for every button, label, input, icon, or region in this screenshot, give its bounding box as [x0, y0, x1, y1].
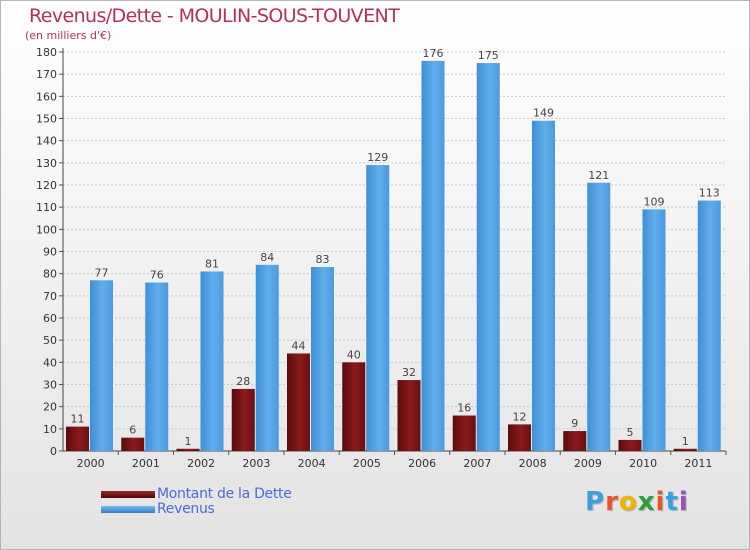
y-tick-label: 50 [43, 334, 57, 347]
value-label-dette: 44 [292, 339, 306, 352]
y-tick-label: 10 [43, 423, 57, 436]
y-tick-label: 40 [43, 356, 57, 369]
x-tick-label: 2005 [353, 457, 381, 470]
bar-revenus[interactable] [532, 121, 555, 451]
y-tick-label: 180 [36, 46, 57, 59]
y-tick-label: 100 [36, 223, 57, 236]
bar-revenus[interactable] [477, 63, 500, 451]
value-label-revenus: 113 [699, 187, 720, 200]
bar-revenus[interactable] [366, 165, 389, 451]
x-tick-label: 2010 [629, 457, 657, 470]
bar-dette[interactable] [398, 380, 421, 451]
y-tick-label: 90 [43, 246, 57, 259]
bar-revenus[interactable] [90, 280, 113, 451]
bar-dette[interactable] [674, 449, 697, 451]
y-tick-label: 30 [43, 379, 57, 392]
bar-dette[interactable] [342, 362, 365, 451]
logo-letter: i [656, 487, 666, 517]
bar-revenus[interactable] [698, 201, 721, 451]
legend-swatch-revenus [101, 506, 155, 513]
value-label-dette: 40 [347, 348, 361, 361]
value-label-revenus: 83 [316, 253, 330, 266]
logo-letter: o [619, 487, 638, 517]
bar-revenus[interactable] [201, 271, 224, 451]
y-tick-label: 0 [50, 445, 57, 458]
value-label-dette: 16 [457, 402, 471, 415]
bar-revenus[interactable] [145, 283, 168, 451]
bar-dette[interactable] [508, 424, 531, 451]
bar-revenus[interactable] [256, 265, 279, 451]
y-tick-label: 80 [43, 268, 57, 281]
bar-dette[interactable] [619, 440, 642, 451]
value-label-revenus: 149 [533, 107, 554, 120]
logo-letter: r [605, 487, 619, 517]
value-label-dette: 12 [513, 410, 527, 423]
value-label-revenus: 109 [644, 195, 665, 208]
x-tick-label: 2006 [408, 457, 436, 470]
bar-revenus[interactable] [311, 267, 334, 451]
x-tick-label: 2008 [519, 457, 547, 470]
x-tick-label: 2009 [574, 457, 602, 470]
y-tick-label: 150 [36, 113, 57, 126]
value-label-dette: 5 [627, 426, 634, 439]
value-label-dette: 1 [185, 435, 192, 448]
bar-dette[interactable] [563, 431, 586, 451]
bar-dette[interactable] [232, 389, 255, 451]
y-tick-label: 170 [36, 68, 57, 81]
value-label-revenus: 121 [588, 169, 609, 182]
y-tick-label: 110 [36, 201, 57, 214]
legend-swatch-dette [101, 491, 155, 498]
logo-letter: i [679, 487, 689, 517]
value-label-revenus: 77 [95, 266, 109, 279]
bar-dette[interactable] [177, 449, 200, 451]
bar-revenus[interactable] [422, 61, 445, 451]
value-label-dette: 32 [402, 366, 416, 379]
y-tick-label: 160 [36, 90, 57, 103]
x-tick-label: 2003 [242, 457, 270, 470]
proxiti-logo[interactable]: Proxiti [585, 487, 689, 517]
y-tick-label: 120 [36, 179, 57, 192]
value-label-dette: 9 [571, 417, 578, 430]
logo-letter: t [665, 487, 678, 517]
legend-label-dette: Montant de la Dette [157, 487, 292, 502]
value-label-revenus: 84 [260, 251, 274, 264]
bar-revenus[interactable] [643, 209, 666, 451]
value-label-revenus: 175 [478, 49, 499, 62]
value-label-dette: 28 [236, 375, 250, 388]
x-tick-label: 2011 [684, 457, 712, 470]
chart-frame: Revenus/Dette - MOULIN-SOUS-TOUVENT (en … [0, 0, 750, 550]
y-tick-label: 20 [43, 401, 57, 414]
value-label-dette: 6 [129, 424, 136, 437]
x-tick-label: 2001 [132, 457, 160, 470]
value-label-revenus: 81 [205, 257, 219, 270]
bar-dette[interactable] [66, 427, 89, 451]
legend-label-revenus: Revenus [157, 502, 215, 517]
x-tick-label: 2004 [298, 457, 326, 470]
bar-chart: 0102030405060708090100110120130140150160… [1, 1, 749, 481]
value-label-revenus: 76 [150, 269, 164, 282]
value-label-revenus: 129 [367, 151, 388, 164]
x-tick-label: 2007 [463, 457, 491, 470]
bar-revenus[interactable] [587, 183, 610, 451]
bar-dette[interactable] [287, 353, 310, 451]
y-tick-label: 70 [43, 290, 57, 303]
logo-letter: P [585, 487, 605, 517]
value-label-revenus: 176 [423, 47, 444, 60]
bar-dette[interactable] [453, 416, 476, 451]
value-label-dette: 1 [682, 435, 689, 448]
y-tick-label: 140 [36, 135, 57, 148]
logo-letter: x [638, 487, 656, 517]
value-label-dette: 11 [71, 413, 85, 426]
x-tick-label: 2000 [77, 457, 105, 470]
x-tick-label: 2002 [187, 457, 215, 470]
bar-dette[interactable] [121, 438, 144, 451]
y-tick-label: 60 [43, 312, 57, 325]
y-tick-label: 130 [36, 157, 57, 170]
